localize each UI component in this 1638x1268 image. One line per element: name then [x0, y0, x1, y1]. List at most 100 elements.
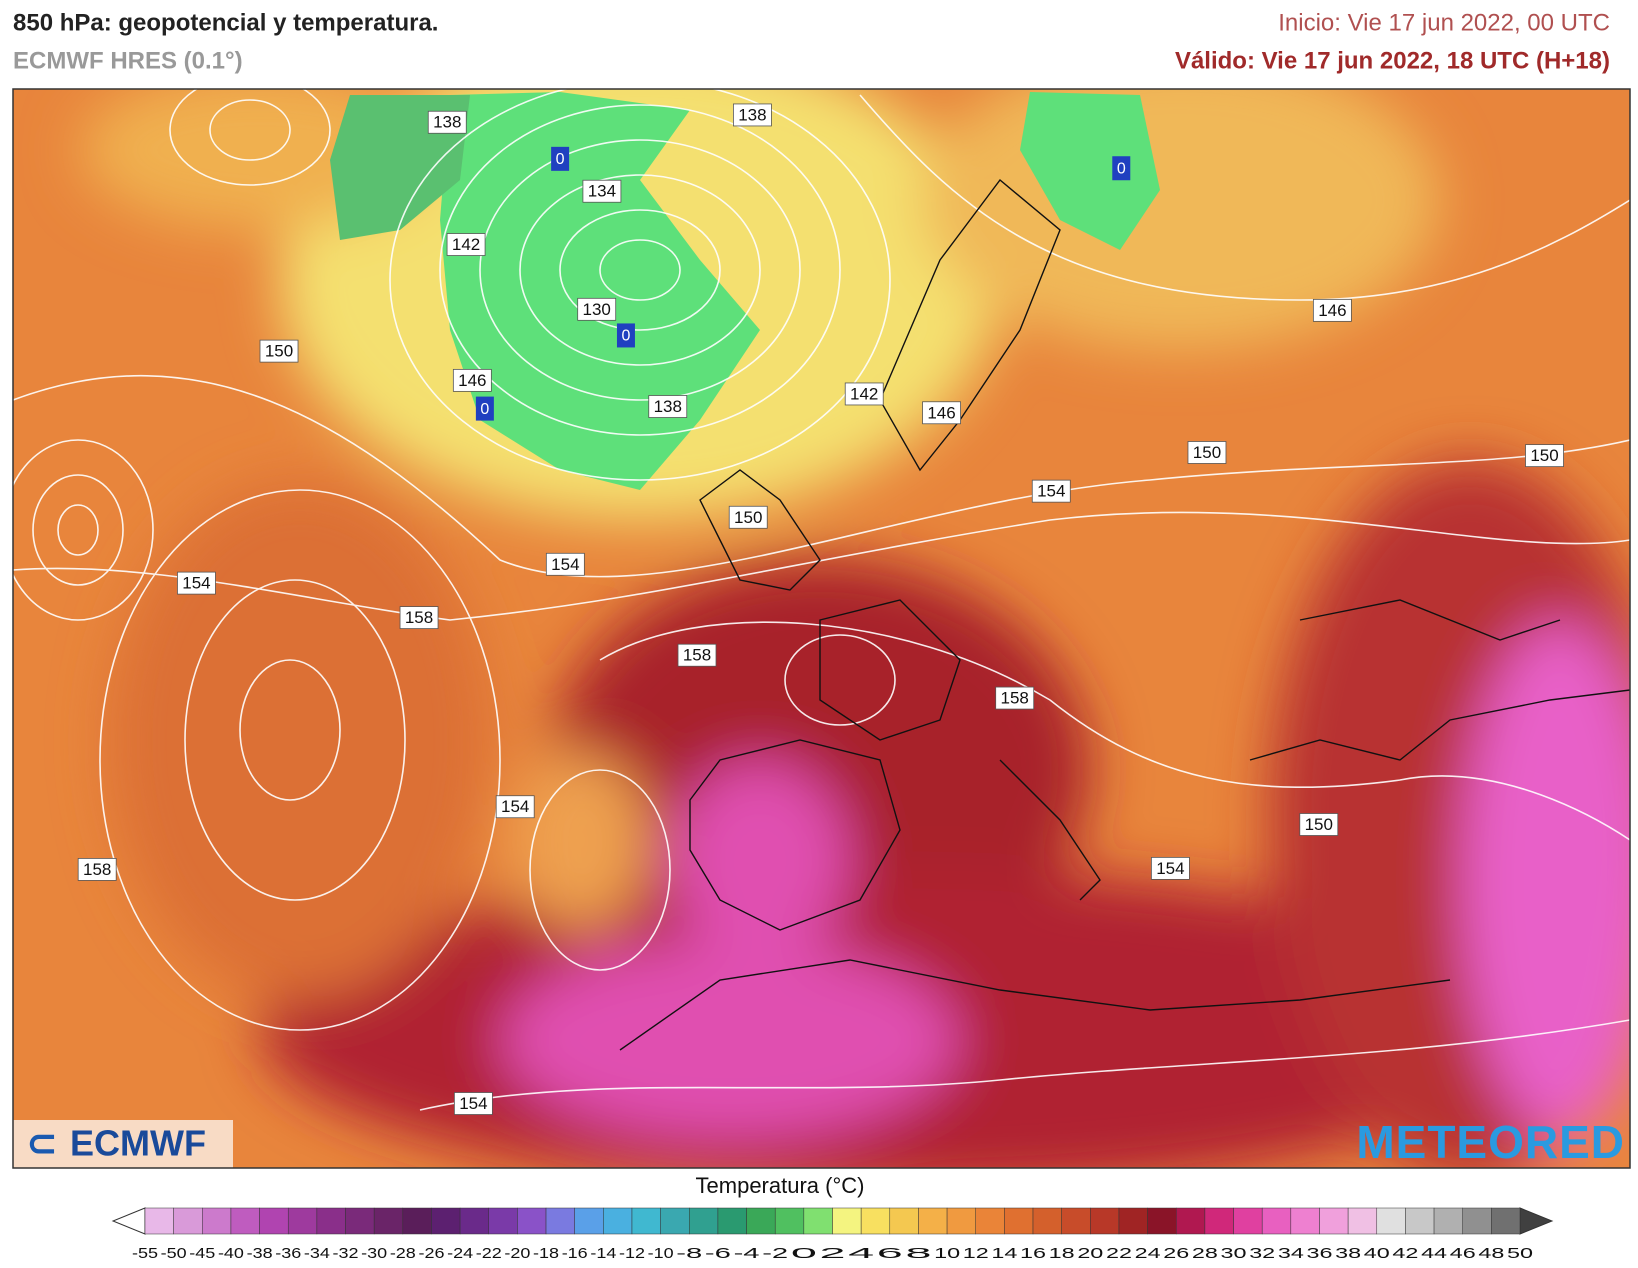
valid-time: Válido: Vie 17 jun 2022, 18 UTC (H+18)	[1175, 47, 1610, 74]
legend-title: Temperatura (°C)	[696, 1173, 865, 1198]
isotherm-label: 0	[1117, 160, 1126, 177]
logo-ecmwf-mark: ⊂	[26, 1123, 58, 1165]
map-frame	[12, 88, 1631, 1169]
contour-label: 154	[1156, 859, 1184, 878]
legend-tick-label: -55	[132, 1245, 158, 1262]
isotherm-label-box	[1112, 156, 1131, 181]
contour-label-box	[1299, 813, 1339, 836]
legend-tick-label: 50	[1507, 1245, 1533, 1262]
legend-swatch	[1433, 1207, 1463, 1235]
legend-swatch	[1347, 1207, 1378, 1235]
contour-label: 138	[738, 105, 766, 124]
legend-tick-label: 2	[820, 1245, 846, 1262]
legend-tick-label: -10	[648, 1245, 674, 1262]
contour-label: 158	[405, 608, 433, 627]
legend-tick-label: 20	[1077, 1245, 1103, 1262]
isotherm-label-box	[551, 146, 570, 171]
legend-tick-label: -30	[361, 1245, 387, 1262]
contour-label-box	[446, 233, 486, 256]
legend-tick-label: 0	[791, 1245, 817, 1262]
legend-tick-label: -2	[762, 1245, 788, 1262]
contour-label: 130	[583, 300, 611, 319]
contour-label-box	[1151, 856, 1190, 880]
legend-tick-label: -12	[619, 1245, 645, 1262]
coastlines	[619, 178, 1630, 1051]
legend-swatch	[316, 1207, 346, 1235]
legend-tick-label: -16	[562, 1245, 588, 1262]
legend-end-high	[1519, 1207, 1554, 1235]
contour-label: 150	[1530, 446, 1558, 465]
legend-swatch	[402, 1207, 432, 1235]
legend-tick-label: -32	[333, 1245, 359, 1262]
isotherm-label: 0	[480, 401, 489, 418]
legend-swatch	[832, 1207, 862, 1235]
legend-tick-label: 24	[1135, 1245, 1161, 1262]
legend-tick-label: 38	[1335, 1245, 1361, 1262]
legend-end-low	[111, 1207, 146, 1235]
contour-label-box	[1187, 441, 1227, 464]
legend-tick-label: 10	[934, 1245, 960, 1262]
legend-tick-label: 16	[1020, 1245, 1046, 1262]
legend-swatch	[202, 1207, 232, 1235]
legend-tick-label: -4	[734, 1245, 760, 1262]
legend-tick-label: 12	[963, 1245, 989, 1262]
legend-swatch	[860, 1207, 891, 1235]
contour-label: 150	[734, 508, 762, 527]
contour-label: 142	[850, 384, 878, 403]
legend-swatch	[259, 1207, 289, 1235]
legend-swatch	[1290, 1207, 1320, 1235]
legend-tick-label: 42	[1392, 1245, 1418, 1262]
contour-label-box	[648, 395, 688, 418]
legend-swatch	[1061, 1207, 1091, 1235]
contour-label: 154	[459, 1094, 487, 1113]
contour-label-box	[259, 339, 299, 363]
legend-tick-label: 14	[991, 1245, 1017, 1262]
legend-swatch	[173, 1207, 203, 1235]
legend-swatch	[1405, 1207, 1435, 1235]
contour-label-box	[1525, 444, 1564, 468]
contour-label-box	[995, 686, 1035, 710]
legend-tick-label: -45	[189, 1245, 215, 1262]
legend-swatch	[459, 1207, 489, 1235]
contour-label: 142	[452, 235, 480, 254]
contour-label: 158	[1001, 689, 1029, 708]
map: 138 138 134 142 130 150 146 138 142 146 146 150 150 1…	[13, 89, 1630, 1168]
legend-tick-label: -20	[504, 1245, 530, 1262]
contour-label-box	[922, 401, 961, 425]
legend-tick-label: 46	[1450, 1245, 1476, 1262]
legend-swatch	[574, 1207, 604, 1235]
legend-swatch	[1176, 1207, 1206, 1235]
legend-tick-label: 32	[1249, 1245, 1275, 1262]
legend-tick-label: 36	[1306, 1245, 1332, 1262]
legend-tick-label: 44	[1421, 1245, 1447, 1262]
contour-label: 138	[433, 113, 461, 132]
legend-swatch	[918, 1207, 948, 1235]
contour-label-box	[1312, 298, 1352, 322]
legend-tick-label: -8	[676, 1245, 702, 1262]
legend-swatch	[1261, 1207, 1292, 1235]
legend-swatch	[603, 1207, 633, 1235]
legend-tick-label: 4	[848, 1245, 874, 1262]
legend-swatch	[545, 1207, 575, 1235]
legend-swatch	[144, 1207, 174, 1235]
legend-tick-label: 30	[1221, 1245, 1247, 1262]
legend-swatch	[660, 1207, 690, 1235]
legend-tick-label: -28	[390, 1245, 416, 1262]
legend-tick-label: -22	[476, 1245, 502, 1262]
contour-label: 150	[1193, 443, 1221, 462]
contour-label: 138	[654, 397, 682, 416]
legend-swatch	[1004, 1207, 1034, 1235]
legend-swatch	[1462, 1207, 1492, 1235]
contour-label: 146	[927, 403, 955, 422]
title: 850 hPa: geopotencial y temperatura.	[13, 9, 438, 36]
contour-labels: 138 138 134 142 130 150 146 138 142 146 146 150 150 1…	[77, 103, 1564, 1115]
legend-swatch	[1147, 1207, 1177, 1235]
legend-swatch	[1319, 1207, 1349, 1235]
contour-label: 150	[1305, 815, 1333, 834]
contour-label: 150	[265, 342, 293, 361]
init-time: Inicio: Vie 17 jun 2022, 00 UTC	[1278, 9, 1610, 36]
legend-tick-label: -18	[533, 1245, 559, 1262]
legend-tick-label: -26	[418, 1245, 444, 1262]
legend-swatch	[689, 1207, 719, 1235]
